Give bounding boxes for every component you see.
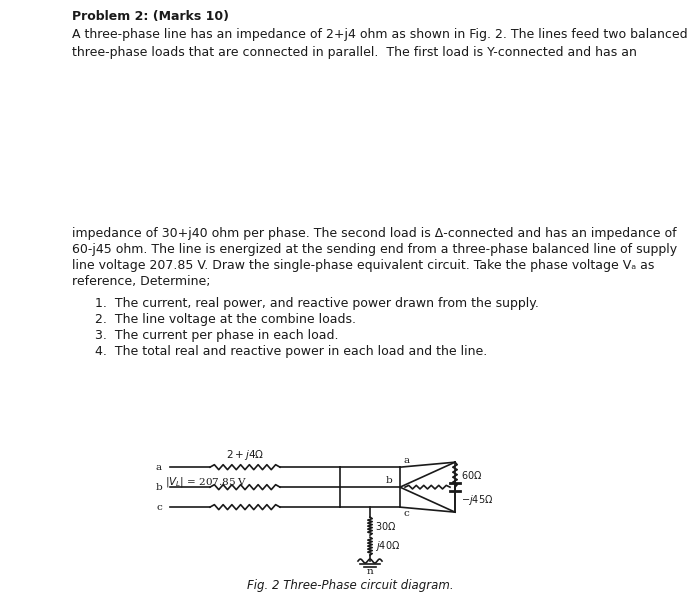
Text: line voltage 207.85 V. Draw the single-phase equivalent circuit. Take the phase : line voltage 207.85 V. Draw the single-p… xyxy=(72,260,655,272)
Text: a: a xyxy=(156,462,162,472)
Text: 2.  The line voltage at the combine loads.: 2. The line voltage at the combine loads… xyxy=(95,314,356,327)
Text: 3.  The current per phase in each load.: 3. The current per phase in each load. xyxy=(95,330,339,343)
Text: reference, Determine;: reference, Determine; xyxy=(72,276,211,288)
Text: n: n xyxy=(367,567,373,576)
Text: Problem 2: (Marks 10): Problem 2: (Marks 10) xyxy=(72,10,229,23)
Text: b: b xyxy=(386,476,393,485)
Text: b: b xyxy=(155,483,162,491)
Text: 60-j45 ohm. The line is energized at the sending end from a three-phase balanced: 60-j45 ohm. The line is energized at the… xyxy=(72,244,677,256)
Text: $2 + j4\Omega$: $2 + j4\Omega$ xyxy=(226,448,264,462)
Text: $j40\Omega$: $j40\Omega$ xyxy=(375,539,400,553)
Text: three-phase loads that are connected in parallel.  The first load is Y-connected: three-phase loads that are connected in … xyxy=(72,46,637,59)
Text: A three-phase line has an impedance of 2+j4 ohm as shown in Fig. 2. The lines fe: A three-phase line has an impedance of 2… xyxy=(72,28,687,41)
Text: $60\Omega$: $60\Omega$ xyxy=(461,469,482,481)
Text: Fig. 2 Three-Phase circuit diagram.: Fig. 2 Three-Phase circuit diagram. xyxy=(246,579,454,592)
Text: impedance of 30+j40 ohm per phase. The second load is Δ-connected and has an imp: impedance of 30+j40 ohm per phase. The s… xyxy=(72,228,677,240)
Text: 1.  The current, real power, and reactive power drawn from the supply.: 1. The current, real power, and reactive… xyxy=(95,298,539,311)
Text: 4.  The total real and reactive power in each load and the line.: 4. The total real and reactive power in … xyxy=(95,346,487,359)
Text: $|V_L|$ = 207.85 V: $|V_L|$ = 207.85 V xyxy=(165,475,248,489)
Text: $30\Omega$: $30\Omega$ xyxy=(375,520,396,532)
Text: a: a xyxy=(404,456,410,465)
Text: c: c xyxy=(156,502,162,512)
Text: $-j45\Omega$: $-j45\Omega$ xyxy=(461,493,493,507)
Text: c: c xyxy=(404,509,410,518)
